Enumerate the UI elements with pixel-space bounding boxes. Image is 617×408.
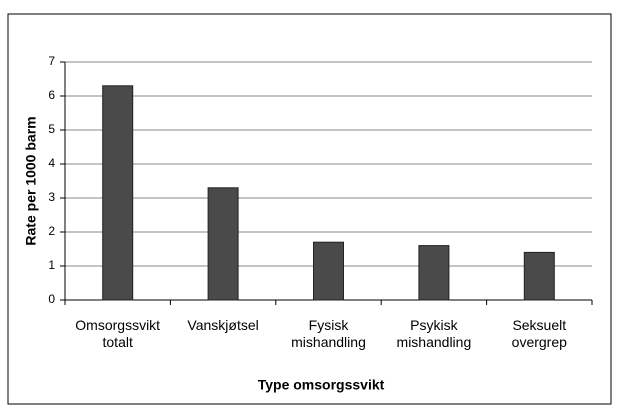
y-tick-label: 4 (48, 156, 55, 170)
x-tick-label: Vanskjøtsel (187, 317, 259, 333)
y-tick-label: 6 (48, 88, 55, 102)
y-tick-label: 3 (48, 190, 55, 204)
y-tick-label: 1 (48, 258, 55, 272)
y-tick-label: 7 (48, 54, 55, 68)
x-tick-label: Seksuelt overgrep (511, 317, 567, 350)
bar (207, 187, 239, 301)
y-axis-title: Rate per 1000 barm (23, 116, 39, 245)
y-tick-label: 5 (48, 122, 55, 136)
x-tick-label: Omsorgssvikt totalt (75, 317, 161, 350)
bar (102, 85, 134, 301)
x-axis-title: Type omsorgssvikt (258, 377, 385, 393)
y-tick-label: 2 (48, 224, 55, 238)
y-tick-label: 0 (48, 292, 55, 306)
chart-frame (7, 13, 612, 405)
bar (523, 251, 555, 301)
bar (418, 245, 450, 301)
x-tick-label: Fysisk mishandling (291, 317, 366, 350)
x-tick-label: Psykisk mishandling (396, 317, 472, 350)
bar (313, 241, 344, 301)
